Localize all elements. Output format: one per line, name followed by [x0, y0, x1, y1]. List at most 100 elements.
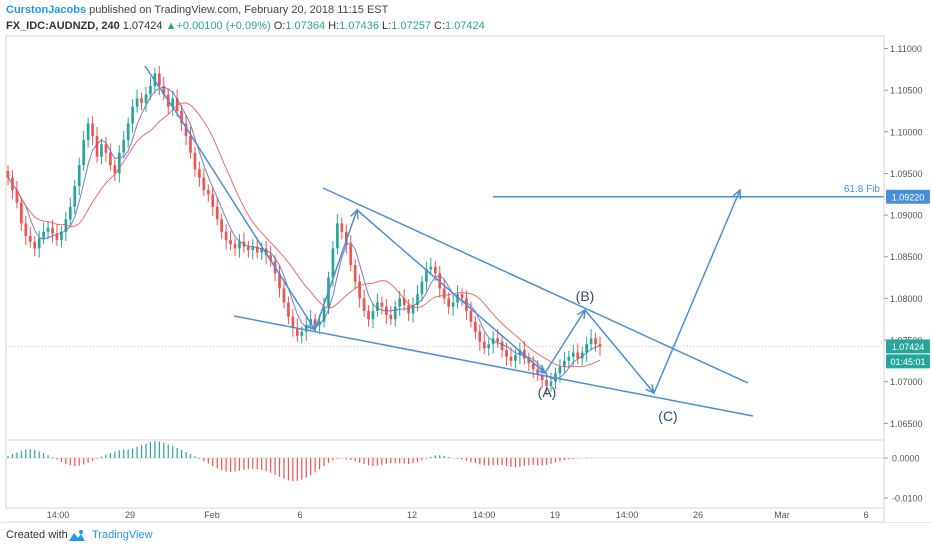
oscillator-histogram	[6, 441, 884, 482]
candle-body	[496, 338, 499, 342]
candle-body	[416, 294, 419, 306]
y-tick-label: 1.06500	[890, 419, 923, 429]
candle	[55, 224, 59, 246]
candle-body	[100, 144, 103, 157]
candle	[77, 157, 81, 196]
candle-body	[563, 360, 566, 367]
candle-body	[86, 123, 90, 141]
candle	[158, 65, 161, 96]
candlestick-series	[6, 65, 602, 396]
x-tick-label: 12	[407, 510, 417, 520]
chart-header: CurstonJacobs published on TradingView.c…	[6, 2, 886, 36]
candle-body	[247, 246, 250, 251]
candle	[42, 222, 45, 245]
candle-body	[447, 298, 450, 307]
y-tick-label: 1.08500	[890, 252, 923, 262]
footer: Created with TradingView	[0, 522, 932, 551]
candle-body	[322, 306, 326, 322]
author-name[interactable]: CurstonJacobs	[6, 4, 87, 16]
candle	[336, 214, 339, 255]
candle-body	[460, 294, 464, 299]
candle-body	[51, 227, 54, 234]
y-tick-label: 1.09000	[890, 211, 923, 221]
candle-body	[389, 315, 393, 320]
candle	[144, 86, 148, 112]
candle	[500, 335, 504, 358]
candle	[211, 186, 215, 216]
candle-body	[95, 135, 99, 157]
candle	[109, 143, 112, 171]
candle-body	[344, 231, 348, 245]
oscillator-pane[interactable]	[5, 439, 885, 509]
candle-body	[295, 327, 299, 336]
candle	[398, 290, 402, 316]
candle	[180, 105, 183, 131]
candle	[509, 347, 513, 367]
candle	[340, 217, 344, 240]
candle	[15, 180, 19, 209]
candle-body	[144, 94, 148, 103]
candle-body	[131, 106, 134, 124]
countdown-badge-text: 01:45:01	[890, 357, 925, 367]
candle	[122, 130, 126, 159]
candle-body	[233, 244, 237, 249]
candle-body	[149, 85, 152, 95]
candle-body	[37, 238, 41, 249]
candle	[24, 215, 28, 246]
candle-body	[6, 170, 10, 178]
candle-body	[589, 338, 593, 345]
candle	[567, 350, 571, 369]
close-value: 1.07424	[445, 20, 485, 32]
osc-tick-label: 0.0000	[892, 454, 920, 464]
candle-body	[487, 344, 491, 349]
candle-body	[451, 302, 455, 307]
candle	[60, 225, 63, 248]
candle	[198, 161, 201, 187]
symbol-label[interactable]: FX_IDC:AUDNZD, 240	[6, 20, 120, 32]
candle	[68, 197, 72, 226]
y-tick-label: 1.08000	[890, 294, 923, 304]
candle	[576, 343, 580, 365]
candle	[189, 126, 192, 159]
candle-body	[380, 302, 384, 307]
y-tick-label: 1.07000	[890, 377, 923, 387]
candle-body	[367, 310, 370, 320]
last-price-text: 1.07424	[122, 20, 163, 32]
candle	[131, 99, 134, 133]
candle	[184, 115, 188, 146]
y-tick-label: 1.10000	[890, 127, 923, 137]
candle	[251, 239, 255, 260]
candle-body	[28, 235, 32, 242]
candle-body	[109, 152, 112, 166]
candle-body	[20, 202, 23, 224]
osc-tick-label: -0.0100	[892, 494, 923, 504]
candle-body	[571, 352, 575, 357]
candle-body	[331, 248, 335, 278]
candle-body	[33, 241, 37, 249]
candle-body	[505, 350, 508, 357]
wave-label-b: (B)	[576, 288, 595, 304]
candle	[229, 230, 232, 251]
oscillator-pane-frame	[5, 439, 885, 509]
candle	[420, 275, 424, 302]
candle-body	[433, 266, 437, 274]
wave-drawings[interactable]: (A) (B) (C) 61.8 Fib	[144, 65, 884, 424]
candle-body	[518, 350, 522, 356]
candle	[349, 235, 353, 271]
candle-body	[509, 356, 513, 361]
countdown-badge: 01:45:01	[886, 354, 930, 369]
candle	[126, 117, 130, 148]
candle	[100, 138, 103, 165]
tradingview-link[interactable]: TradingView	[92, 529, 153, 541]
price-pane[interactable]	[5, 35, 885, 441]
candle-body	[420, 281, 424, 295]
candle-body	[224, 231, 228, 241]
fib-price-badge-bg	[886, 189, 930, 204]
candle	[46, 221, 50, 240]
lower-channel-line	[233, 315, 754, 417]
candle-body	[104, 144, 108, 153]
arrowhead	[576, 308, 586, 320]
candle	[376, 293, 379, 317]
candle	[367, 305, 370, 327]
